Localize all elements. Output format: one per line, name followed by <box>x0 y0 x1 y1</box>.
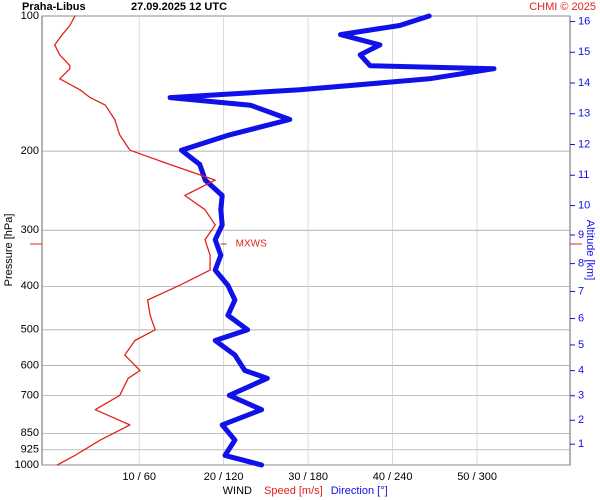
y-tick-label: 1000 <box>15 459 39 471</box>
chart-subtitle: 27.09.2025 12 UTC <box>131 1 227 13</box>
annotation-label: MXWS <box>236 239 267 250</box>
legend-entry: Direction [°] <box>331 485 388 497</box>
y-tick-label: 500 <box>21 324 39 336</box>
series-line <box>167 13 497 468</box>
y2-tick-label: 7 <box>578 285 584 297</box>
y2-axis-label: Altitude [km] <box>584 220 596 281</box>
y-tick-label: 600 <box>21 359 39 371</box>
y2-tick-label: 13 <box>578 108 590 120</box>
plot-frame <box>41 15 571 466</box>
x-tick-label: 50 / 300 <box>457 471 497 483</box>
y-tick-label: 300 <box>21 224 39 236</box>
y2-tick-label: 3 <box>578 390 584 402</box>
y2-tick-label: 8 <box>578 258 584 270</box>
x-tick-label: 30 / 180 <box>288 471 328 483</box>
y2-tick-label: 14 <box>578 77 590 89</box>
y-tick-label: 200 <box>21 145 39 157</box>
x-tick-label: 10 / 60 <box>122 471 156 483</box>
y2-tick-label: 5 <box>578 339 584 351</box>
y-tick-label: 850 <box>21 427 39 439</box>
y-tick-label: 100 <box>21 10 39 22</box>
y2-tick-label: 4 <box>578 365 584 377</box>
y2-tick-label: 2 <box>578 414 584 426</box>
y2-tick-label: 10 <box>578 199 590 211</box>
series-line <box>54 15 216 466</box>
y2-tick-label: 15 <box>578 46 590 58</box>
x-axis-label: WIND <box>223 485 252 497</box>
y-axis-label: Pressure [hPa] <box>3 214 15 287</box>
credit: CHMI © 2025 <box>529 1 596 13</box>
y2-tick-label: 11 <box>578 169 589 181</box>
y2-tick-label: 16 <box>578 15 590 27</box>
x-tick-label: 40 / 240 <box>373 471 413 483</box>
y-tick-label: 700 <box>21 389 39 401</box>
y2-tick-label: 12 <box>578 138 590 150</box>
y2-tick-label: 6 <box>578 312 584 324</box>
y2-tick-label: 9 <box>578 229 584 241</box>
y-tick-label: 925 <box>21 444 39 456</box>
legend-entry: Speed [m/s] <box>264 485 323 497</box>
y-tick-label: 400 <box>21 280 39 292</box>
x-tick-label: 20 / 120 <box>204 471 244 483</box>
y2-tick-label: 1 <box>578 438 584 450</box>
chart-title: Praha-Libus <box>22 1 86 13</box>
